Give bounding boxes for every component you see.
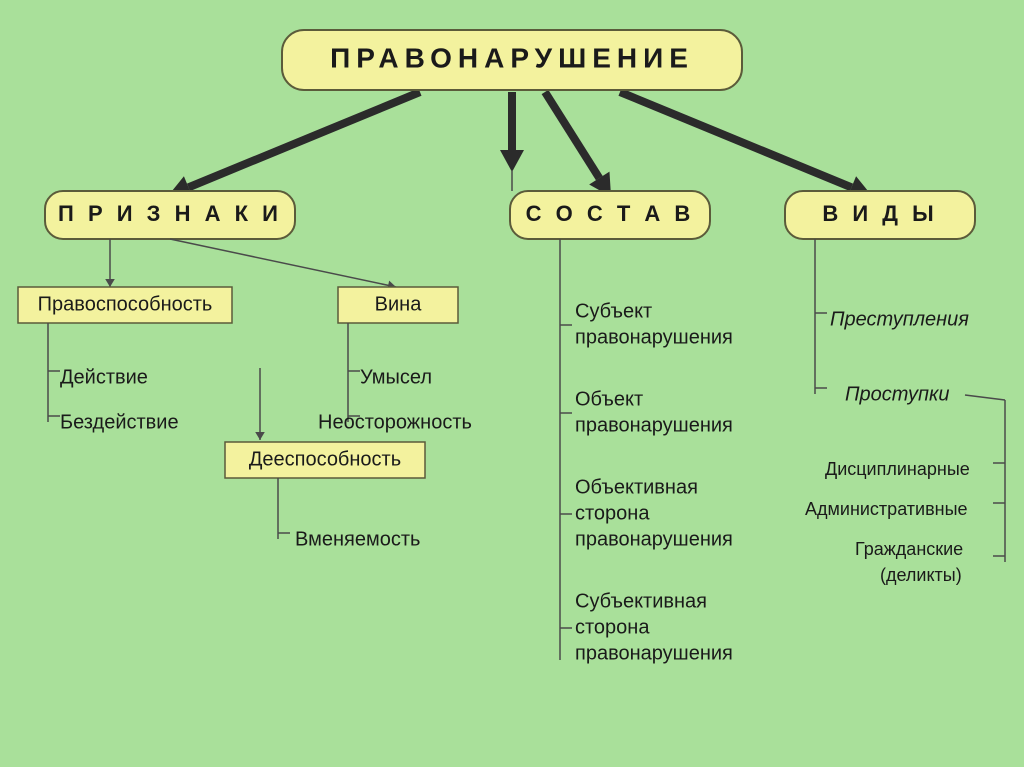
item: Действие <box>60 366 148 388</box>
item: Дисциплинарные <box>825 459 970 479</box>
title-label: ПРАВОНАРУШЕНИЕ <box>330 42 694 73</box>
subbox-label-pravo: Правоспособность <box>38 293 213 315</box>
item: правонарушения <box>575 642 733 664</box>
item: Бездействие <box>60 411 179 433</box>
arrow <box>535 86 621 203</box>
arrow <box>615 81 876 207</box>
item: Субъект <box>575 300 652 322</box>
item: сторона <box>575 616 650 638</box>
arrow <box>500 92 524 172</box>
subbox-label-vina: Вина <box>375 293 423 315</box>
item: Проступки <box>845 383 950 405</box>
item: правонарушения <box>575 414 733 436</box>
item: правонарушения <box>575 528 733 550</box>
item: Субъективная <box>575 590 707 612</box>
item: (деликты) <box>880 565 962 585</box>
item: правонарушения <box>575 326 733 348</box>
item: Неосторожность <box>318 411 472 433</box>
item: Объективная <box>575 476 698 498</box>
branch-label-sostav: С О С Т А В <box>526 201 695 226</box>
item: сторона <box>575 502 650 524</box>
arrow <box>164 81 425 207</box>
item: Объект <box>575 388 643 410</box>
connector <box>170 239 396 287</box>
branch-label-priznaki: П Р И З Н А К И <box>58 201 282 226</box>
subbox-label-deesp: Дееспособность <box>249 448 401 470</box>
item: Гражданские <box>855 539 963 559</box>
item: Преступления <box>830 308 969 330</box>
branch-label-vidy: В И Д Ы <box>822 201 937 226</box>
item: Умысел <box>360 366 432 388</box>
item: Административные <box>805 499 968 519</box>
item: Вменяемость <box>295 528 420 550</box>
